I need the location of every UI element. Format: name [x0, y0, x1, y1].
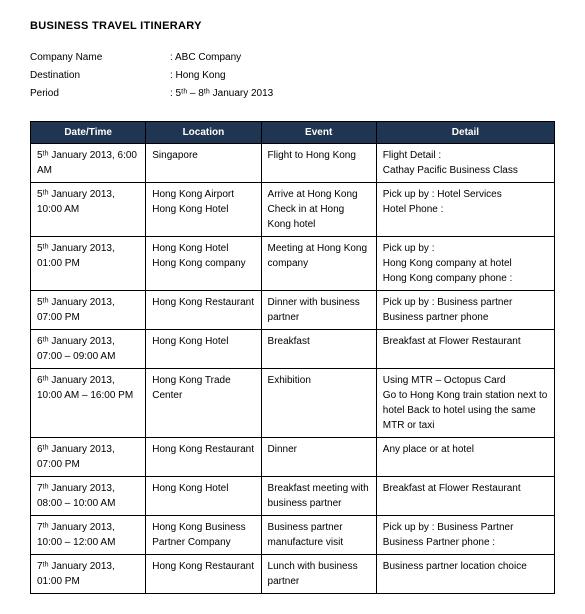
- table-cell: Hong Kong Business Partner Company: [146, 516, 261, 555]
- table-cell: Business partner location choice: [376, 555, 554, 594]
- table-cell: Using MTR – Octopus CardGo to Hong Kong …: [376, 369, 554, 438]
- table-row: 6ᵗʰ January 2013, 10:00 AM – 16:00 PMHon…: [31, 369, 555, 438]
- meta-label: Destination: [30, 68, 170, 83]
- table-row: 5ᵗʰ January 2013, 6:00 AMSingaporeFlight…: [31, 144, 555, 183]
- table-row: 7ᵗʰ January 2013, 10:00 – 12:00 AMHong K…: [31, 516, 555, 555]
- table-cell: Pick up by : Hotel ServicesHotel Phone :: [376, 183, 554, 237]
- table-cell: Flight Detail :Cathay Pacific Business C…: [376, 144, 554, 183]
- meta-value: : ABC Company: [170, 50, 555, 65]
- table-cell: Pick up by :Hong Kong company at hotelHo…: [376, 237, 554, 291]
- table-cell: Breakfast at Flower Restaurant: [376, 477, 554, 516]
- meta-row-period: Period : 5ᵗʰ – 8ᵗʰ January 2013: [30, 86, 555, 101]
- meta-row-company: Company Name : ABC Company: [30, 50, 555, 65]
- table-row: 7ᵗʰ January 2013, 01:00 PMHong Kong Rest…: [31, 555, 555, 594]
- table-header-row: Date/Time Location Event Detail: [31, 122, 555, 144]
- table-cell: 5ᵗʰ January 2013, 10:00 AM: [31, 183, 146, 237]
- table-row: 5ᵗʰ January 2013, 01:00 PMHong Kong Hote…: [31, 237, 555, 291]
- meta-label: Company Name: [30, 50, 170, 65]
- table-cell: 7ᵗʰ January 2013, 01:00 PM: [31, 555, 146, 594]
- table-cell: Hong Kong Hotel: [146, 330, 261, 369]
- table-cell: Arrive at Hong KongCheck in at Hong Kong…: [261, 183, 376, 237]
- table-cell: 7ᵗʰ January 2013, 08:00 – 10:00 AM: [31, 477, 146, 516]
- col-header: Location: [146, 122, 261, 144]
- col-header: Event: [261, 122, 376, 144]
- table-cell: 5ᵗʰ January 2013, 01:00 PM: [31, 237, 146, 291]
- col-header: Date/Time: [31, 122, 146, 144]
- table-cell: Singapore: [146, 144, 261, 183]
- table-cell: Any place or at hotel: [376, 438, 554, 477]
- table-cell: 6ᵗʰ January 2013, 07:00 PM: [31, 438, 146, 477]
- meta-row-destination: Destination : Hong Kong: [30, 68, 555, 83]
- table-row: 5ᵗʰ January 2013, 07:00 PMHong Kong Rest…: [31, 291, 555, 330]
- table-cell: 5ᵗʰ January 2013, 07:00 PM: [31, 291, 146, 330]
- table-row: 7ᵗʰ January 2013, 08:00 – 10:00 AMHong K…: [31, 477, 555, 516]
- meta-label: Period: [30, 86, 170, 101]
- table-cell: 6ᵗʰ January 2013, 07:00 – 09:00 AM: [31, 330, 146, 369]
- table-cell: Dinner: [261, 438, 376, 477]
- col-header: Detail: [376, 122, 554, 144]
- table-cell: Meeting at Hong Kong company: [261, 237, 376, 291]
- table-cell: Hong Kong AirportHong Kong Hotel: [146, 183, 261, 237]
- table-cell: Pick up by : Business partnerBusiness pa…: [376, 291, 554, 330]
- table-cell: Hong Kong Restaurant: [146, 555, 261, 594]
- table-cell: Breakfast at Flower Restaurant: [376, 330, 554, 369]
- table-cell: Flight to Hong Kong: [261, 144, 376, 183]
- table-cell: Business partner manufacture visit: [261, 516, 376, 555]
- table-cell: Hong Kong Trade Center: [146, 369, 261, 438]
- meta-block: Company Name : ABC Company Destination :…: [30, 50, 555, 101]
- table-cell: Hong Kong Hotel: [146, 477, 261, 516]
- table-cell: 5ᵗʰ January 2013, 6:00 AM: [31, 144, 146, 183]
- table-cell: Breakfast: [261, 330, 376, 369]
- meta-value: : 5ᵗʰ – 8ᵗʰ January 2013: [170, 86, 555, 101]
- table-cell: Breakfast meeting with business partner: [261, 477, 376, 516]
- table-row: 6ᵗʰ January 2013, 07:00 – 09:00 AMHong K…: [31, 330, 555, 369]
- table-cell: Dinner with business partner: [261, 291, 376, 330]
- table-cell: Exhibition: [261, 369, 376, 438]
- table-cell: Lunch with business partner: [261, 555, 376, 594]
- meta-value: : Hong Kong: [170, 68, 555, 83]
- table-row: 5ᵗʰ January 2013, 10:00 AMHong Kong Airp…: [31, 183, 555, 237]
- table-row: 6ᵗʰ January 2013, 07:00 PMHong Kong Rest…: [31, 438, 555, 477]
- table-cell: Hong Kong Restaurant: [146, 291, 261, 330]
- table-cell: 7ᵗʰ January 2013, 10:00 – 12:00 AM: [31, 516, 146, 555]
- table-cell: Pick up by : Business PartnerBusiness Pa…: [376, 516, 554, 555]
- itinerary-table: Date/Time Location Event Detail 5ᵗʰ Janu…: [30, 121, 555, 594]
- table-cell: 6ᵗʰ January 2013, 10:00 AM – 16:00 PM: [31, 369, 146, 438]
- table-cell: Hong Kong HotelHong Kong company: [146, 237, 261, 291]
- table-cell: Hong Kong Restaurant: [146, 438, 261, 477]
- page-title: BUSINESS TRAVEL ITINERARY: [30, 20, 555, 32]
